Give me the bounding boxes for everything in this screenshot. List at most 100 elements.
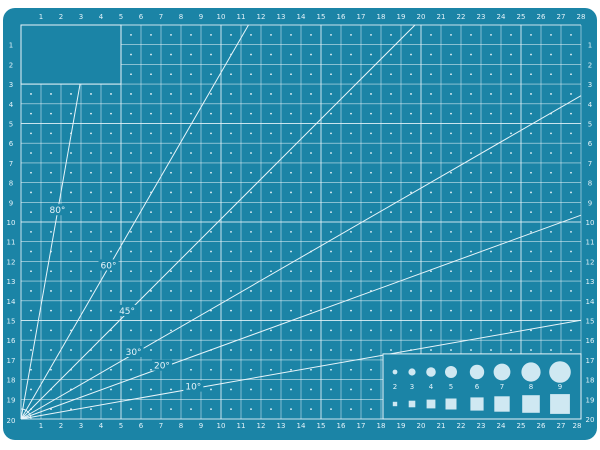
grid-dot bbox=[70, 152, 72, 154]
grid-dot bbox=[210, 408, 212, 411]
grid-dot bbox=[150, 408, 152, 411]
top-ruler-label: 21 bbox=[437, 13, 446, 21]
grid-dot bbox=[390, 93, 392, 95]
top-ruler-label: 11 bbox=[237, 13, 246, 21]
grid-dot bbox=[530, 329, 532, 332]
grid-dot bbox=[290, 329, 292, 332]
grid-dot bbox=[250, 211, 252, 214]
grid-dot bbox=[210, 73, 212, 76]
grid-dot bbox=[450, 309, 452, 312]
grid-dot bbox=[310, 73, 312, 76]
bottom-ruler-label: 14 bbox=[297, 422, 306, 430]
grid-dot bbox=[330, 329, 332, 332]
top-ruler-label: 2 bbox=[59, 13, 63, 21]
grid-dot bbox=[70, 349, 72, 351]
grid-dot bbox=[410, 329, 412, 332]
grid-dot bbox=[170, 33, 172, 36]
grid-dot bbox=[210, 388, 212, 391]
grid-dot bbox=[290, 93, 292, 95]
grid-dot bbox=[490, 132, 492, 135]
bottom-ruler-label: 6 bbox=[139, 422, 144, 430]
grid-dot bbox=[110, 388, 112, 391]
grid-dot bbox=[350, 171, 352, 174]
grid-dot bbox=[90, 408, 92, 411]
grid-dot bbox=[330, 368, 332, 371]
square-gauge-6 bbox=[470, 397, 484, 411]
grid-dot bbox=[370, 349, 372, 351]
grid-dot bbox=[110, 93, 112, 95]
corner-arc bbox=[20, 408, 32, 420]
square-gauge-9 bbox=[550, 394, 570, 414]
grid-dot bbox=[190, 93, 192, 95]
grid-dot bbox=[310, 112, 312, 115]
grid-dot bbox=[310, 33, 312, 36]
grid-dot bbox=[330, 191, 332, 194]
right-ruler-label: 13 bbox=[586, 278, 595, 286]
top-ruler-label: 24 bbox=[497, 13, 506, 21]
grid-dot bbox=[330, 349, 332, 351]
left-ruler-label: 10 bbox=[7, 219, 16, 227]
grid-dot bbox=[430, 132, 432, 135]
grid-dot bbox=[550, 171, 552, 174]
grid-dot bbox=[130, 191, 132, 194]
grid-dot bbox=[30, 309, 32, 312]
grid-dot bbox=[530, 250, 532, 253]
grid-dot bbox=[450, 53, 452, 56]
grid-dot bbox=[30, 230, 32, 233]
size-gauge-label: 8 bbox=[529, 383, 533, 391]
grid-dot bbox=[430, 112, 432, 115]
grid-dot bbox=[110, 191, 112, 194]
grid-dot bbox=[90, 191, 92, 194]
grid-dot bbox=[430, 53, 432, 56]
grid-dot bbox=[510, 270, 512, 273]
grid-dot bbox=[450, 33, 452, 36]
grid-dot bbox=[310, 171, 312, 174]
grid-dot bbox=[510, 152, 512, 154]
grid-dot bbox=[230, 93, 232, 95]
grid-dot bbox=[350, 290, 352, 292]
right-ruler-label: 5 bbox=[588, 121, 592, 129]
grid-dot bbox=[330, 250, 332, 253]
grid-dot bbox=[250, 329, 252, 332]
right-ruler-label: 20 bbox=[586, 416, 595, 424]
grid-dot bbox=[390, 250, 392, 253]
grid-dot bbox=[510, 191, 512, 194]
bottom-ruler-label: 25 bbox=[517, 422, 526, 430]
top-ruler-label: 25 bbox=[517, 13, 526, 21]
grid-dot bbox=[310, 230, 312, 233]
grid-dot bbox=[90, 388, 92, 391]
top-ruler-label: 27 bbox=[557, 13, 566, 21]
grid-dot bbox=[210, 230, 212, 233]
bottom-ruler-label: 24 bbox=[497, 422, 506, 430]
grid-dot bbox=[450, 270, 452, 273]
grid-dot bbox=[70, 211, 72, 214]
angle-label-bg bbox=[47, 204, 68, 216]
grid-dot bbox=[150, 230, 152, 233]
grid-dot bbox=[310, 349, 312, 351]
grid-dot bbox=[110, 349, 112, 351]
grid-dot bbox=[410, 191, 412, 194]
grid-dot bbox=[350, 132, 352, 135]
circle-gauge-2 bbox=[392, 369, 398, 375]
grid-dot bbox=[190, 211, 192, 214]
grid-dot bbox=[90, 211, 92, 214]
grid-dot bbox=[390, 230, 392, 233]
grid-dot bbox=[210, 368, 212, 371]
grid-dot bbox=[350, 250, 352, 253]
grid-dot bbox=[290, 132, 292, 135]
grid-dot bbox=[30, 191, 32, 194]
grid-dot bbox=[350, 388, 352, 391]
right-ruler-label: 11 bbox=[586, 239, 595, 247]
grid-dot bbox=[310, 270, 312, 273]
top-ruler-label: 18 bbox=[377, 13, 386, 21]
grid-dot bbox=[450, 329, 452, 332]
grid-dot bbox=[150, 33, 152, 36]
grid-dot bbox=[430, 93, 432, 95]
grid-dot bbox=[290, 191, 292, 194]
grid-dot bbox=[390, 53, 392, 56]
grid-dot bbox=[130, 388, 132, 391]
grid-dot bbox=[150, 329, 152, 332]
top-ruler-label: 20 bbox=[417, 13, 426, 21]
grid-dot bbox=[410, 171, 412, 174]
bottom-ruler-label: 7 bbox=[159, 422, 163, 430]
